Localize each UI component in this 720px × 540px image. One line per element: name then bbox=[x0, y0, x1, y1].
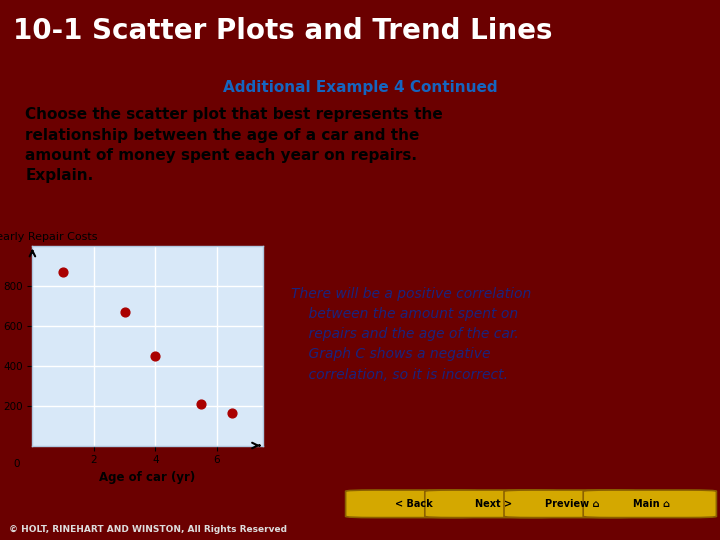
Text: Additional Example 4 Continued: Additional Example 4 Continued bbox=[223, 79, 498, 94]
Point bbox=[196, 399, 207, 408]
Point bbox=[119, 307, 130, 316]
Point bbox=[150, 352, 161, 360]
Point bbox=[226, 408, 238, 417]
Text: 10-1 Scatter Plots and Trend Lines: 10-1 Scatter Plots and Trend Lines bbox=[13, 17, 552, 45]
Text: 0: 0 bbox=[14, 460, 20, 469]
Text: Main ⌂: Main ⌂ bbox=[633, 499, 670, 509]
Text: © HOLT, RINEHART AND WINSTON, All Rights Reserved: © HOLT, RINEHART AND WINSTON, All Rights… bbox=[9, 525, 287, 534]
FancyBboxPatch shape bbox=[583, 490, 716, 518]
Text: Graph C: Graph C bbox=[79, 287, 138, 300]
X-axis label: Age of car (yr): Age of car (yr) bbox=[99, 471, 196, 484]
Text: Preview ⌂: Preview ⌂ bbox=[545, 499, 600, 509]
Text: There will be a positive correlation
    between the amount spent on
    repairs: There will be a positive correlation bet… bbox=[291, 287, 531, 382]
Text: Yearly Repair Costs: Yearly Repair Costs bbox=[0, 232, 97, 242]
Text: Choose the scatter plot that best represents the
relationship between the age of: Choose the scatter plot that best repres… bbox=[25, 107, 444, 184]
FancyBboxPatch shape bbox=[346, 490, 479, 518]
Point bbox=[58, 267, 69, 276]
Text: < Back: < Back bbox=[395, 499, 433, 509]
FancyBboxPatch shape bbox=[504, 490, 637, 518]
Text: Next >: Next > bbox=[474, 499, 512, 509]
FancyBboxPatch shape bbox=[425, 490, 558, 518]
